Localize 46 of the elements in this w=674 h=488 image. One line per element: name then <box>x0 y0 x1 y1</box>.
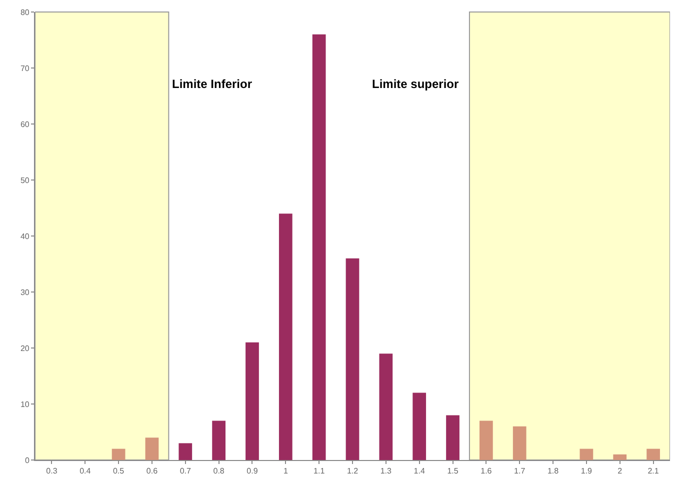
y-tick-label: 50 <box>20 176 30 185</box>
bar <box>112 448 126 460</box>
y-tick-label: 0 <box>24 456 30 465</box>
x-tick-label: 1.1 <box>314 466 326 476</box>
annotation: Limite superior <box>372 77 460 91</box>
annotation: Limite Inferior <box>172 77 252 91</box>
y-tick-label: 60 <box>20 120 30 129</box>
x-tick-label: 1.3 <box>380 466 392 476</box>
x-tick-label: 0.3 <box>46 466 58 476</box>
bar <box>412 392 426 460</box>
bar <box>646 448 660 460</box>
bar <box>379 354 393 460</box>
x-tick-label: 1 <box>283 466 288 476</box>
x-tick-label: 0.5 <box>112 466 125 476</box>
bar <box>312 34 326 460</box>
x-tick-label: 1.5 <box>447 466 459 476</box>
bar <box>512 426 526 460</box>
x-tick-label: 0.8 <box>213 466 225 476</box>
y-tick-label: 30 <box>20 288 30 297</box>
x-tick-label: 1.9 <box>580 466 593 476</box>
y-tick-label: 20 <box>20 344 30 353</box>
x-tick-label: 1.2 <box>346 466 359 476</box>
bar <box>480 420 493 460</box>
x-tick-label: 0.4 <box>80 466 92 476</box>
x-tick-label: 1.6 <box>480 466 492 476</box>
bar <box>346 258 360 460</box>
x-tick-label: 0.7 <box>180 466 192 476</box>
bar <box>178 443 192 460</box>
y-tick-label: 80 <box>20 8 30 17</box>
x-tick-label: 0.6 <box>146 466 158 476</box>
x-tick-label: 2.1 <box>648 466 660 476</box>
x-tick-label: 0.9 <box>246 466 258 476</box>
x-tick-label: 1.7 <box>514 466 526 476</box>
bar <box>246 342 259 460</box>
bar <box>212 420 226 460</box>
y-tick-label: 70 <box>20 64 30 73</box>
x-tick-label: 1.4 <box>414 466 426 476</box>
bar <box>580 448 594 460</box>
x-tick-label: 1.8 <box>547 466 560 476</box>
x-tick-label: 2 <box>618 466 623 476</box>
bar <box>613 454 627 460</box>
y-tick-label: 10 <box>20 400 30 409</box>
bar <box>145 438 159 460</box>
bar <box>446 415 460 460</box>
y-tick-label: 40 <box>20 232 30 241</box>
bar <box>278 214 292 460</box>
